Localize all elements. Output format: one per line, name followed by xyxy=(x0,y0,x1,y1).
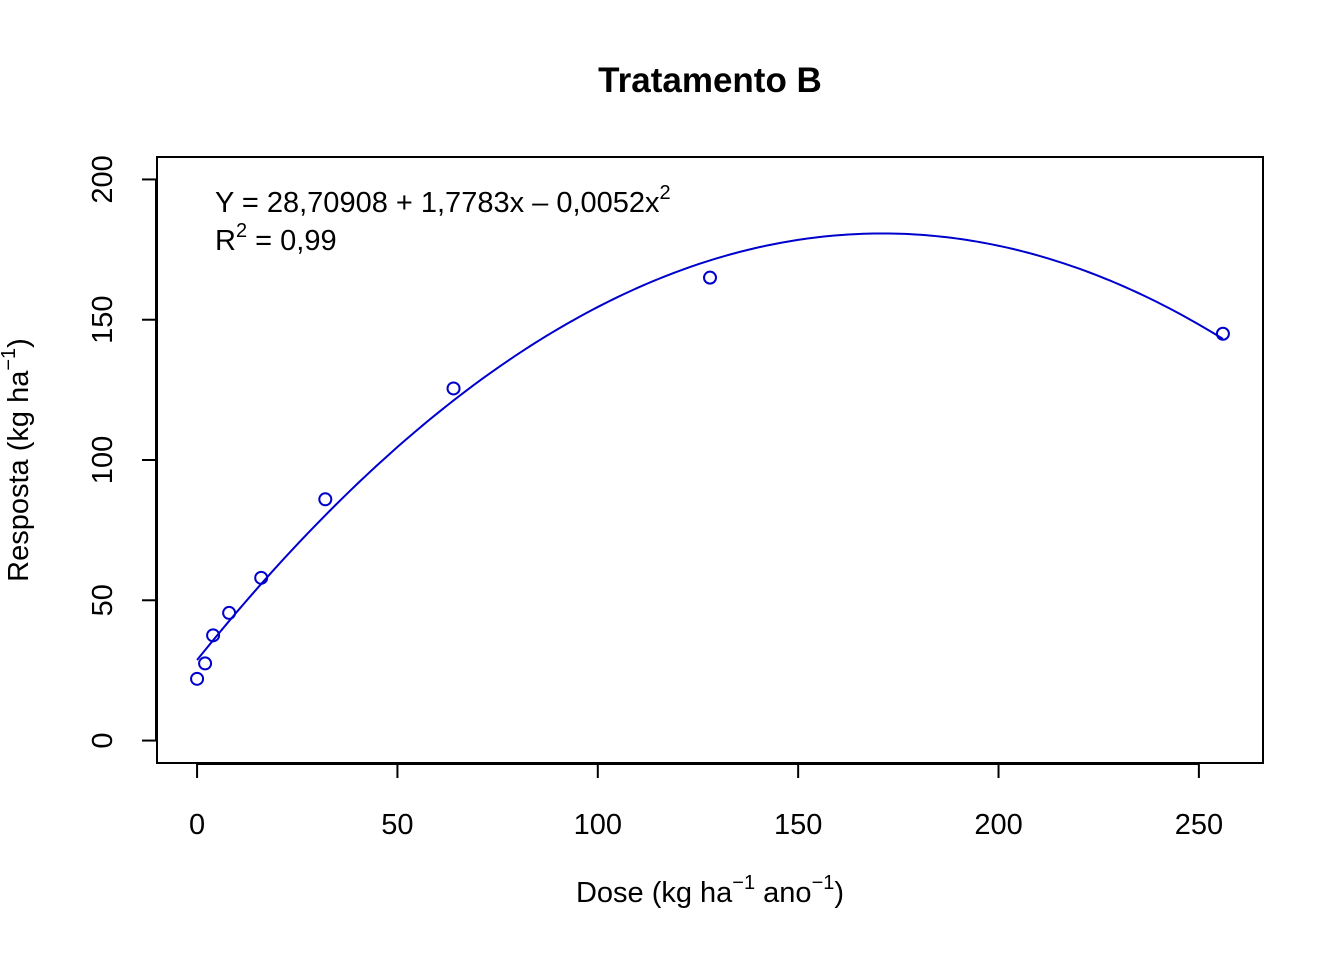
x-axis: 0 50 100 150 200 250 xyxy=(189,763,1223,841)
y-axis-label-main: Resposta (kg ha xyxy=(3,370,35,582)
y-tick-label: 0 xyxy=(87,732,119,748)
x-tick-label: 100 xyxy=(574,809,622,841)
x-axis-label-exp1: −1 xyxy=(732,872,755,894)
y-axis-label: Resposta (kg ha−1) xyxy=(0,338,35,582)
x-tick-label: 150 xyxy=(774,809,822,841)
x-tick-label: 200 xyxy=(974,809,1022,841)
r2-letter: R xyxy=(215,225,236,257)
equation-text: Y = 28,70908 + 1,7783x – 0,0052x xyxy=(215,187,660,219)
data-point xyxy=(222,605,237,620)
y-tick-label: 150 xyxy=(87,296,119,344)
data-point xyxy=(446,381,461,396)
y-tick-label: 100 xyxy=(87,436,119,484)
r2-annotation: R2 = 0,99 xyxy=(215,220,337,257)
r2-value: = 0,99 xyxy=(247,225,337,257)
data-point xyxy=(1215,326,1230,341)
data-point xyxy=(190,671,205,686)
r2-exp: 2 xyxy=(236,220,247,242)
chart-title: Tratamento B xyxy=(598,61,822,100)
data-point xyxy=(318,492,333,507)
x-axis-label-mid: ano xyxy=(755,877,811,909)
data-points xyxy=(190,270,1230,686)
x-axis-label-exp2: −1 xyxy=(812,872,835,894)
x-tick-label: 50 xyxy=(381,809,413,841)
data-point xyxy=(198,656,213,671)
y-axis-label-exp: −1 xyxy=(0,348,20,371)
data-point xyxy=(703,270,717,285)
y-tick-label: 50 xyxy=(87,584,119,616)
x-tick-label: 250 xyxy=(1175,809,1223,841)
x-axis-label-main: Dose (kg ha xyxy=(576,877,733,909)
data-point xyxy=(254,570,269,585)
x-tick-label: 0 xyxy=(189,809,205,841)
y-axis: 0 50 100 150 200 xyxy=(87,155,157,749)
equation-annotation: Y = 28,70908 + 1,7783x – 0,0052x2 xyxy=(215,182,671,219)
x-axis-label-end: ) xyxy=(834,877,844,909)
data-point xyxy=(206,628,221,643)
y-axis-label-end: ) xyxy=(3,338,35,348)
y-tick-label: 200 xyxy=(87,155,119,203)
fitted-curve xyxy=(196,232,1224,661)
x-axis-label: Dose (kg ha−1 ano−1) xyxy=(576,872,844,909)
equation-exp: 2 xyxy=(660,182,671,204)
